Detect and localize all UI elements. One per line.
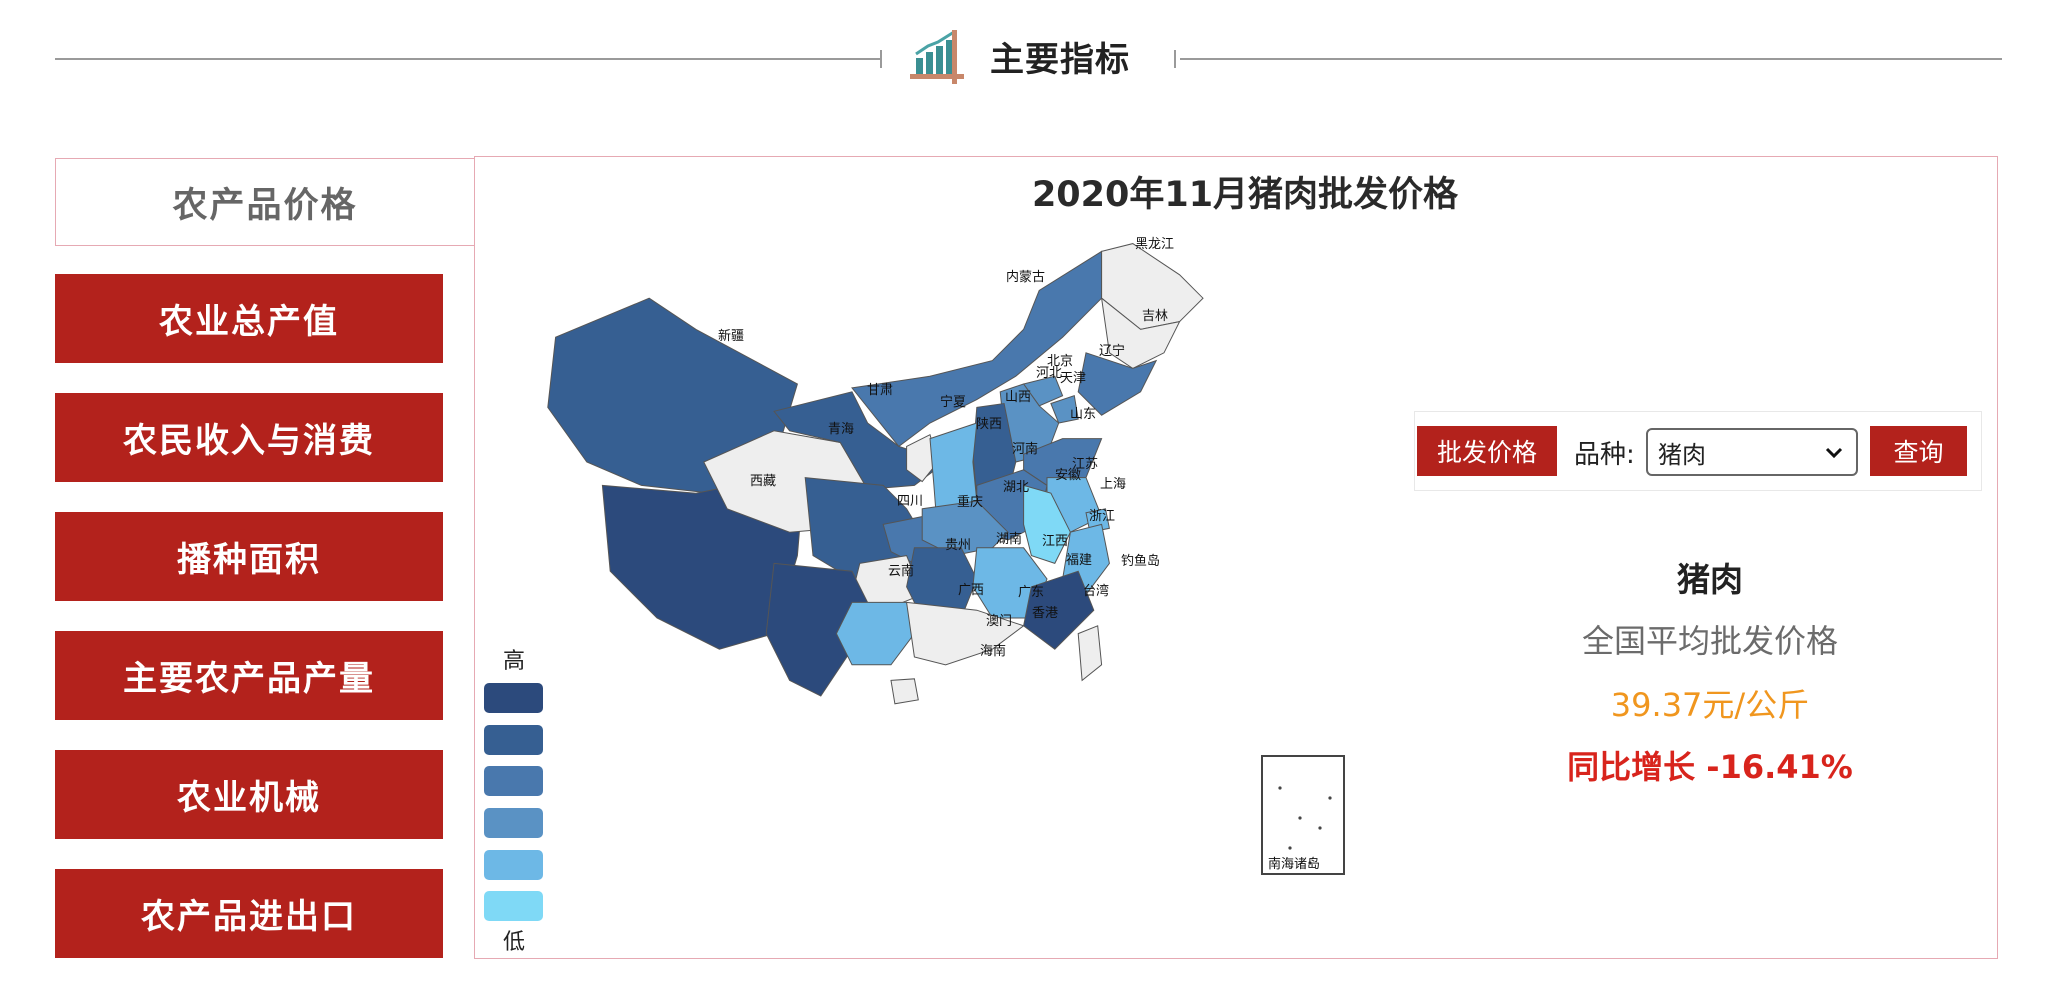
variety-label: 品种:: [1574, 440, 1635, 470]
header-divider-left: [55, 58, 880, 60]
map-region-label: 黑龙江: [1135, 237, 1174, 252]
island-dot: [1278, 786, 1282, 790]
yoy-change: 同比增长 -16.41%: [1567, 748, 1853, 786]
map-region-label: 四川: [897, 494, 923, 509]
price-type-tag[interactable]: 批发价格: [1417, 426, 1557, 476]
sidebar-item-sown-area[interactable]: 播种面积: [55, 512, 443, 601]
map-region-label: 河北: [1036, 366, 1062, 381]
map-region-label: 北京: [1047, 354, 1073, 369]
main-panel: [474, 156, 1998, 959]
map-region[interactable]: [890, 678, 919, 705]
map-region-label: 湖南: [996, 531, 1022, 547]
product-name: 猪肉: [1677, 560, 1743, 599]
map-region[interactable]: [906, 601, 1025, 666]
legend-swatch: [484, 683, 543, 713]
inset-label: 南海诸岛: [1268, 856, 1320, 872]
south-china-sea-inset: 南海诸岛: [1261, 755, 1345, 875]
map-region-label: 内蒙古: [1006, 269, 1045, 285]
map-title: 2020年11月猪肉批发价格: [1031, 175, 1459, 215]
map-region-label: 陕西: [976, 417, 1002, 432]
sidebar-item-main-output[interactable]: 主要农产品产量: [55, 631, 443, 720]
map-region[interactable]: [1100, 297, 1181, 369]
map-region-label: 安徽: [1055, 468, 1081, 483]
map-region-label: 香港: [1032, 606, 1058, 621]
island-dot: [1288, 846, 1292, 850]
page-title: 主要指标: [990, 40, 1130, 80]
legend-swatch: [484, 808, 543, 838]
map-region[interactable]: [1050, 395, 1079, 424]
average-price: 39.37元/公斤: [1610, 686, 1810, 724]
header-divider-right: [1180, 58, 2002, 60]
map-region-label: 浙江: [1089, 509, 1115, 524]
map-region[interactable]: [835, 601, 915, 666]
map-region-label: 云南: [888, 563, 914, 579]
map-region-label: 吉林: [1142, 309, 1168, 324]
island-dot: [1318, 826, 1322, 830]
map-region-label: 上海: [1100, 477, 1126, 492]
sidebar-item-machinery[interactable]: 农业机械: [55, 750, 443, 839]
legend-swatch: [484, 766, 543, 796]
map-region-label: 重庆: [957, 494, 983, 510]
map-region-label: 辽宁: [1099, 343, 1125, 359]
map-region-label: 海南: [980, 643, 1006, 659]
map-region-label: 江西: [1042, 534, 1068, 549]
map-region-label: 台湾: [1083, 583, 1109, 599]
map-region[interactable]: [773, 391, 947, 490]
price-subtitle: 全国平均批发价格: [1581, 622, 1838, 660]
map-region-label: 青海: [828, 422, 854, 437]
map-region-label: 西藏: [750, 474, 776, 489]
map-region-label: 山西: [1005, 390, 1031, 405]
inset-frame: [1261, 755, 1345, 875]
map-region-label: 山东: [1070, 407, 1096, 422]
map-region-label: 贵州: [945, 538, 971, 553]
map-region-label: 钓鱼岛: [1121, 553, 1160, 569]
variety-select-value: 猪肉: [1658, 440, 1706, 469]
legend-swatch: [484, 725, 543, 755]
sidebar-item-farmer-income[interactable]: 农民收入与消费: [55, 393, 443, 482]
query-button[interactable]: 查询: [1870, 426, 1967, 476]
chevron-down-icon: [1825, 447, 1843, 459]
island-dot: [1308, 861, 1312, 865]
map-region[interactable]: [1077, 625, 1103, 682]
map-region[interactable]: [1023, 570, 1095, 650]
header-divider-tick-right: [1174, 50, 1176, 68]
map-region-label: 广东: [1018, 585, 1044, 600]
controls-box: [1414, 411, 1982, 491]
legend-swatch: [484, 850, 543, 880]
legend-high-label: 高: [503, 649, 526, 674]
map-region-label: 福建: [1066, 553, 1092, 568]
legend-swatch: [484, 891, 543, 921]
map-region-label: 甘肃: [867, 383, 893, 398]
variety-select[interactable]: 猪肉: [1646, 428, 1858, 476]
sidebar-item-import-export[interactable]: 农产品进出口: [55, 869, 443, 958]
map-region-label: 广西: [958, 583, 984, 598]
map-region-label: 天津: [1060, 371, 1086, 386]
map-region[interactable]: [906, 433, 939, 483]
map-region-label: 湖北: [1003, 480, 1029, 495]
map-region[interactable]: [765, 562, 869, 697]
legend-low-label: 低: [503, 930, 526, 955]
map-region[interactable]: [1023, 484, 1071, 565]
map-region-label: 澳门: [986, 613, 1012, 629]
chart-icon: [910, 30, 964, 84]
island-dot: [1328, 796, 1332, 800]
map-region-label: 江苏: [1072, 456, 1098, 472]
sidebar-heading[interactable]: 农产品价格: [55, 158, 474, 246]
island-dot: [1298, 816, 1302, 820]
map-region-label: 宁夏: [940, 394, 966, 410]
sidebar-item-agri-output[interactable]: 农业总产值: [55, 274, 443, 363]
header-divider-tick-left: [880, 50, 882, 68]
map-region-label: 河南: [1012, 441, 1038, 457]
map-region-label: 新疆: [718, 328, 744, 344]
map-region[interactable]: [1077, 352, 1158, 416]
